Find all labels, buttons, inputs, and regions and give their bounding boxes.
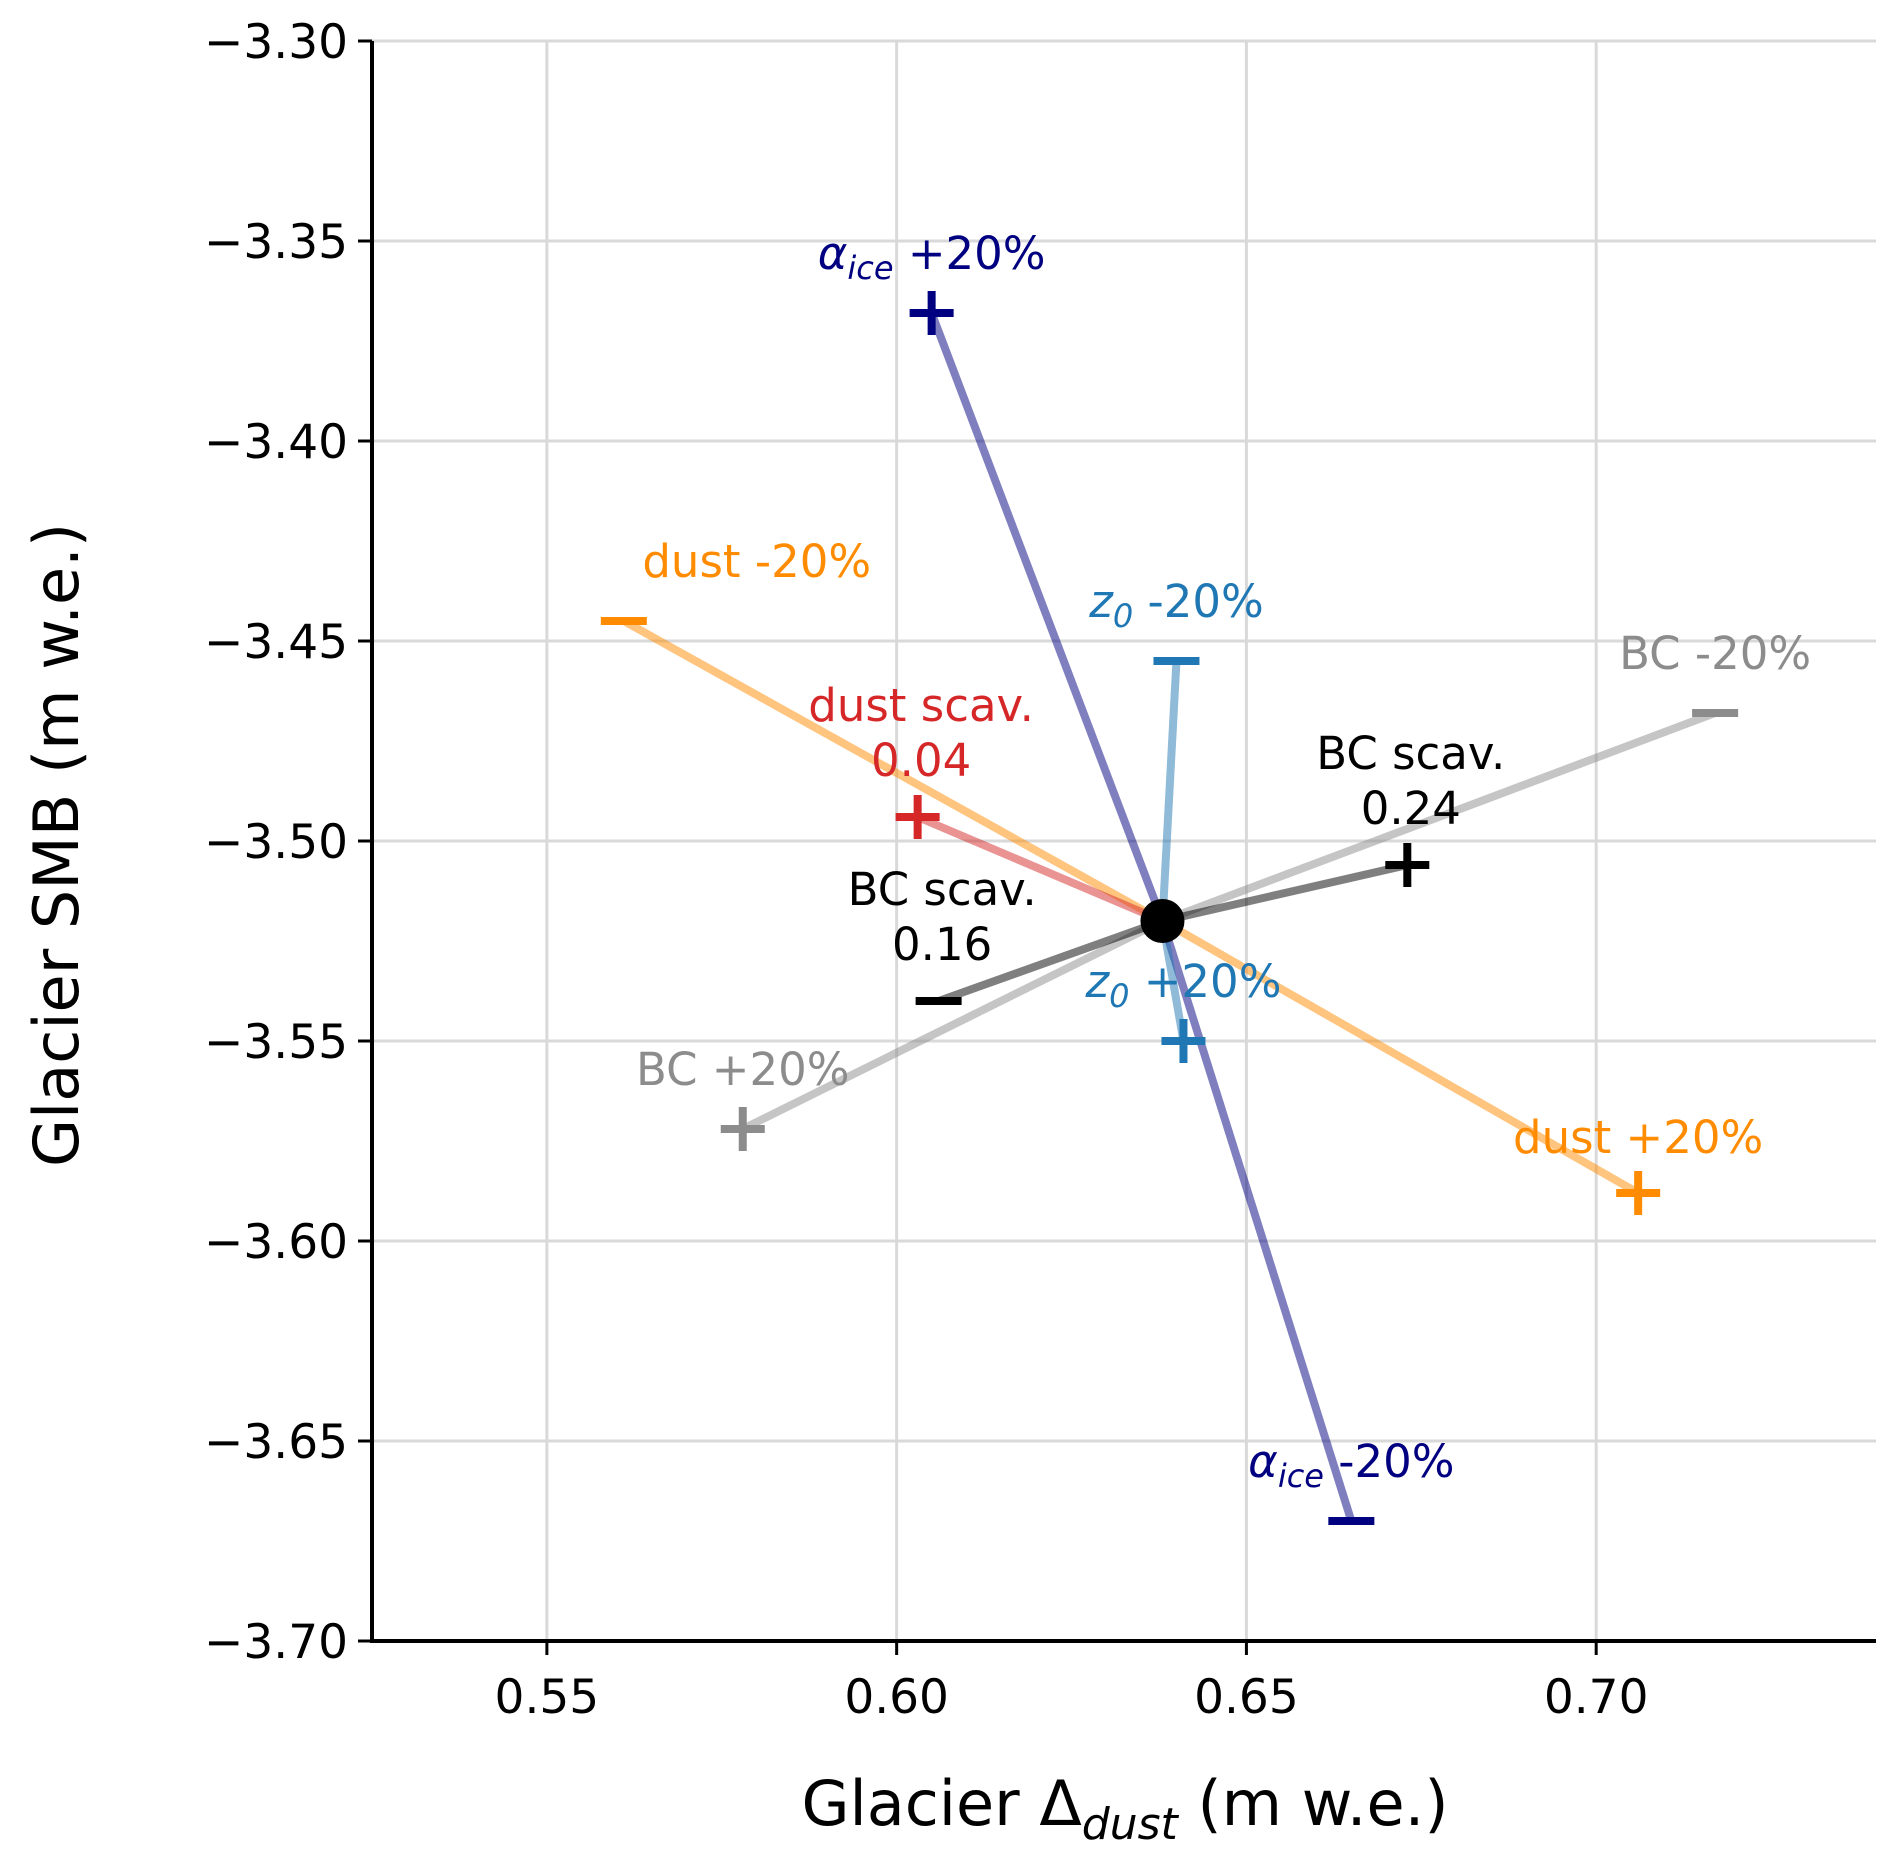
y-tick-label: −3.65 <box>204 1415 348 1470</box>
x-tick-label: 0.70 <box>1544 1670 1649 1725</box>
annotation-label: αice +20% <box>818 227 1046 287</box>
annotation-value: 0.04 <box>871 734 971 787</box>
plus-marker <box>1616 1171 1661 1215</box>
annotation-label: BC scav. <box>848 863 1037 916</box>
x-tick-label: 0.55 <box>495 1670 600 1725</box>
annotation-label: z0 -20% <box>1088 575 1264 635</box>
x-tick-label: 0.60 <box>844 1670 949 1725</box>
tick-labels: 0.55 0.60 0.65 0.70 −3.30 −3.35 −3.40 −3.45 −3.5… <box>204 15 1649 1725</box>
plus-marker <box>1161 1019 1206 1063</box>
annotation-label: dust scav. <box>808 679 1034 732</box>
plus-marker <box>909 291 954 335</box>
annotation-label: dust -20% <box>642 535 871 588</box>
plus-marker <box>1385 843 1430 887</box>
axes <box>358 39 1876 1655</box>
y-tick-label: −3.50 <box>204 815 348 870</box>
series-markers <box>600 291 1739 1525</box>
series-line <box>1158 919 1356 1523</box>
annotation-label: αice -20% <box>1248 1435 1454 1495</box>
series-lines <box>621 311 1717 1523</box>
annotation-label: BC +20% <box>636 1043 850 1096</box>
annotation-label: BC scav. <box>1316 727 1505 780</box>
series-line <box>1158 660 1181 922</box>
series-line <box>937 917 1164 1005</box>
y-axis-label: Glacier SMB (m w.e.) <box>20 523 93 1167</box>
series-line <box>1160 917 1641 1197</box>
annotation-value: 0.16 <box>892 918 992 971</box>
y-tick-label: −3.40 <box>204 415 348 470</box>
y-tick-label: −3.35 <box>204 215 348 270</box>
annotation-label: z0 +20% <box>1084 955 1281 1015</box>
y-tick-label: −3.45 <box>204 615 348 670</box>
grid <box>372 39 1876 1643</box>
annotation-label: BC -20% <box>1619 627 1811 680</box>
plus-marker <box>720 1107 765 1151</box>
y-tick-label: −3.30 <box>204 15 348 70</box>
y-tick-label: −3.55 <box>204 1015 348 1070</box>
series-line <box>621 617 1165 925</box>
x-axis-label: Glacier Δdust (m w.e.) <box>801 1767 1448 1850</box>
plus-marker <box>895 795 940 839</box>
series-line <box>1161 709 1717 925</box>
annotations: dust -20% dust +20% αice +20% αice -20% z0 -… <box>636 227 1811 1495</box>
annotation-label: dust +20% <box>1513 1111 1763 1164</box>
series-line <box>927 311 1167 923</box>
y-tick-label: −3.60 <box>204 1215 348 1270</box>
series-line <box>740 917 1165 1133</box>
center-point <box>1140 899 1185 943</box>
y-tick-label: −3.70 <box>204 1615 348 1670</box>
series-line <box>916 813 1165 925</box>
series-line <box>1161 861 1409 925</box>
x-tick-label: 0.65 <box>1194 1670 1299 1725</box>
annotation-value: 0.24 <box>1361 782 1461 835</box>
